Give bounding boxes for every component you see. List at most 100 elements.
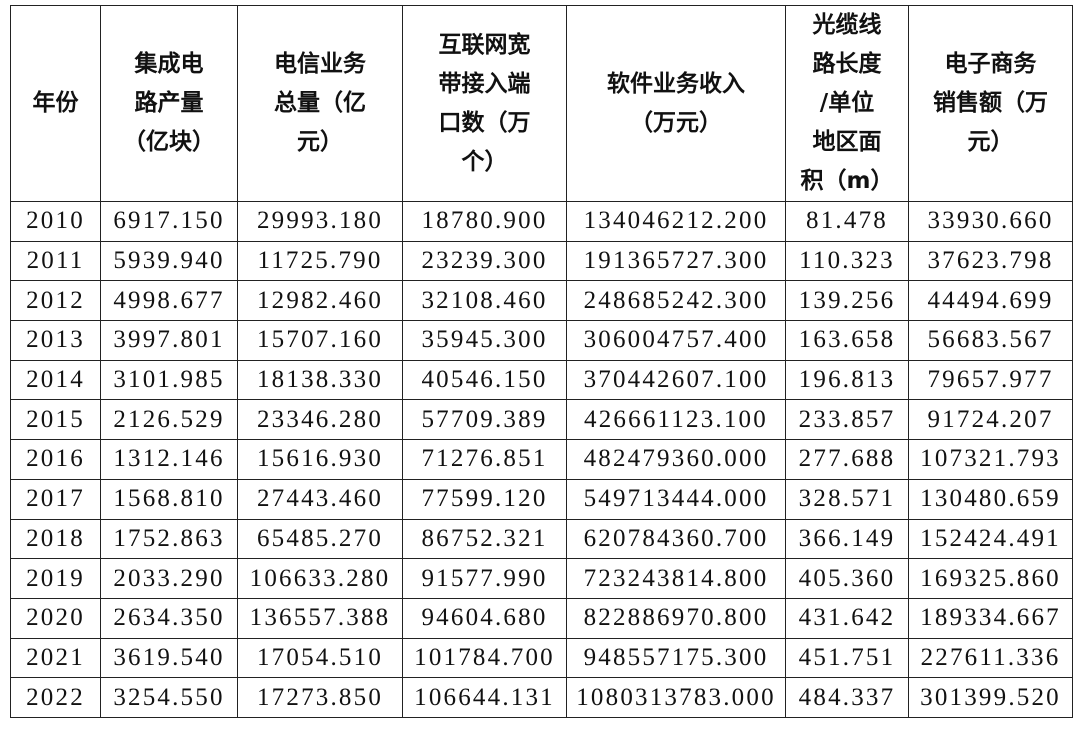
- value-cell: 1080313783.000: [566, 677, 786, 718]
- year-cell: 2014: [10, 359, 101, 401]
- value-cell: 301399.520: [908, 677, 1073, 718]
- value-cell: 163.658: [785, 320, 909, 361]
- value-cell: 18138.330: [237, 359, 403, 401]
- value-cell: 29993.180: [237, 201, 403, 242]
- value-cell: 3619.540: [100, 637, 238, 679]
- value-cell: 23346.280: [237, 399, 403, 441]
- value-cell: 3997.801: [100, 320, 238, 361]
- column-header: 电子商务 销售额（万 元）: [908, 5, 1073, 202]
- value-cell: 11725.790: [237, 240, 403, 282]
- column-header-line: 地区面: [812, 129, 882, 155]
- value-cell: 44494.699: [908, 280, 1073, 322]
- year-cell: 2013: [10, 320, 101, 361]
- table-row: 2021 3619.540 17054.510 101784.700 948557175…: [10, 637, 1073, 679]
- table-row: 2022 3254.550 17273.850 106644.131 108031378…: [10, 677, 1073, 718]
- column-header-line: 集成电: [134, 51, 204, 77]
- value-cell: 110.323: [785, 240, 909, 282]
- value-cell: 33930.660: [908, 201, 1073, 242]
- value-cell: 107321.793: [908, 439, 1073, 480]
- value-cell: 106633.280: [237, 558, 403, 599]
- value-cell: 227611.336: [908, 637, 1073, 679]
- column-header-line: 元）: [967, 129, 1014, 155]
- value-cell: 37623.798: [908, 240, 1073, 282]
- column-header-line: 口数（万: [438, 109, 531, 136]
- value-cell: 196.813: [785, 359, 909, 401]
- value-cell: 620784360.700: [566, 518, 786, 560]
- column-header: 电信业务总量（亿元）: [237, 5, 403, 202]
- value-cell: 18780.900: [402, 201, 567, 242]
- value-cell: 2126.529: [100, 399, 238, 441]
- year-cell: 2015: [10, 399, 101, 441]
- column-header-line: 路长度: [812, 51, 882, 77]
- value-cell: 426661123.100: [566, 399, 786, 441]
- value-cell: 3254.550: [100, 677, 238, 718]
- value-cell: 191365727.300: [566, 240, 786, 282]
- column-header-line: 元）: [297, 129, 343, 155]
- value-cell: 65485.270: [237, 518, 403, 560]
- value-cell: 948557175.300: [566, 637, 786, 679]
- value-cell: 723243814.800: [566, 558, 786, 599]
- value-cell: 130480.659: [908, 478, 1073, 520]
- value-cell: 4998.677: [100, 280, 238, 322]
- table-row: 2012 4998.677 12982.460 32108.460 248685242.…: [10, 280, 1073, 322]
- header-row: 年份 集成电 路产量 （亿块） 电信业务 总量（亿 元） 互联网宽 带接入端 口数（万 个） 软件业务…: [10, 5, 1073, 202]
- value-cell: 12982.460: [237, 280, 403, 322]
- column-header-line: 光缆线: [812, 12, 882, 38]
- column-header: 年份: [10, 5, 101, 202]
- value-cell: 152424.491: [908, 518, 1073, 560]
- value-cell: 169325.860: [908, 558, 1073, 599]
- column-header-line: 带接入端: [438, 70, 531, 97]
- value-cell: 79657.977: [908, 359, 1073, 401]
- value-cell: 106644.131: [402, 677, 567, 718]
- value-cell: 32108.460: [402, 280, 567, 322]
- value-cell: 91724.207: [908, 399, 1073, 441]
- value-cell: 57709.389: [402, 399, 567, 441]
- value-cell: 189334.667: [908, 597, 1073, 639]
- value-cell: 134046212.200: [566, 201, 786, 242]
- year-cell: 2021: [10, 637, 101, 679]
- value-cell: 549713444.000: [566, 478, 786, 520]
- value-cell: 5939.940: [100, 240, 238, 282]
- value-cell: 6917.150: [100, 201, 238, 242]
- year-cell: 2017: [10, 478, 101, 520]
- column-header-line: 总量（亿: [274, 90, 366, 116]
- value-cell: 139.256: [785, 280, 909, 322]
- year-cell: 2019: [10, 558, 101, 599]
- table-row: 2010 6917.150 29993.180 18780.900 134046212.…: [10, 201, 1073, 242]
- column-header: 软件业务收入 （万元）: [566, 5, 786, 202]
- value-cell: 17273.850: [237, 677, 403, 718]
- table-row: 2015 2126.529 23346.280 57709.389 426661123.…: [10, 399, 1073, 441]
- value-cell: 101784.700: [402, 637, 567, 679]
- value-cell: 1568.810: [100, 478, 238, 520]
- value-cell: 71276.851: [402, 439, 567, 480]
- value-cell: 405.360: [785, 558, 909, 599]
- year-cell: 2020: [10, 597, 101, 639]
- value-cell: 94604.680: [402, 597, 567, 639]
- column-header-line: 电信业务: [274, 51, 366, 77]
- year-cell: 2012: [10, 280, 101, 322]
- table-row: 2014 3101.985 18138.330 40546.150 370442607.…: [10, 359, 1073, 401]
- value-cell: 40546.150: [402, 359, 567, 401]
- value-cell: 822886970.800: [566, 597, 786, 639]
- value-cell: 277.688: [785, 439, 909, 480]
- data-table: 年份 集成电 路产量 （亿块） 电信业务 总量（亿 元） 互联网宽 带接入端 口数（万 个） 软件业务…: [10, 5, 1073, 718]
- column-header-line: 年份: [32, 90, 79, 116]
- column-header-line: /单位: [819, 90, 875, 116]
- table-row: 2011 5939.940 11725.790 23239.300 191365727.…: [10, 240, 1073, 282]
- value-cell: 15707.160: [237, 320, 403, 361]
- value-cell: 77599.120: [402, 478, 567, 520]
- column-header: 光缆线 路长度/单位 地区面 积（m）: [785, 5, 909, 202]
- value-cell: 91577.990: [402, 558, 567, 599]
- column-header-line: 软件业务收入: [607, 70, 745, 97]
- value-cell: 484.337: [785, 677, 909, 718]
- value-cell: 233.857: [785, 399, 909, 441]
- year-cell: 2022: [10, 677, 101, 718]
- value-cell: 1752.863: [100, 518, 238, 560]
- value-cell: 27443.460: [237, 478, 403, 520]
- column-header-line: 互联网宽: [438, 31, 531, 58]
- value-cell: 306004757.400: [566, 320, 786, 361]
- value-cell: 15616.930: [237, 439, 403, 480]
- value-cell: 81.478: [785, 201, 909, 242]
- value-cell: 136557.388: [237, 597, 403, 639]
- column-header: 互联网宽 带接入端 口数（万 个）: [402, 5, 567, 202]
